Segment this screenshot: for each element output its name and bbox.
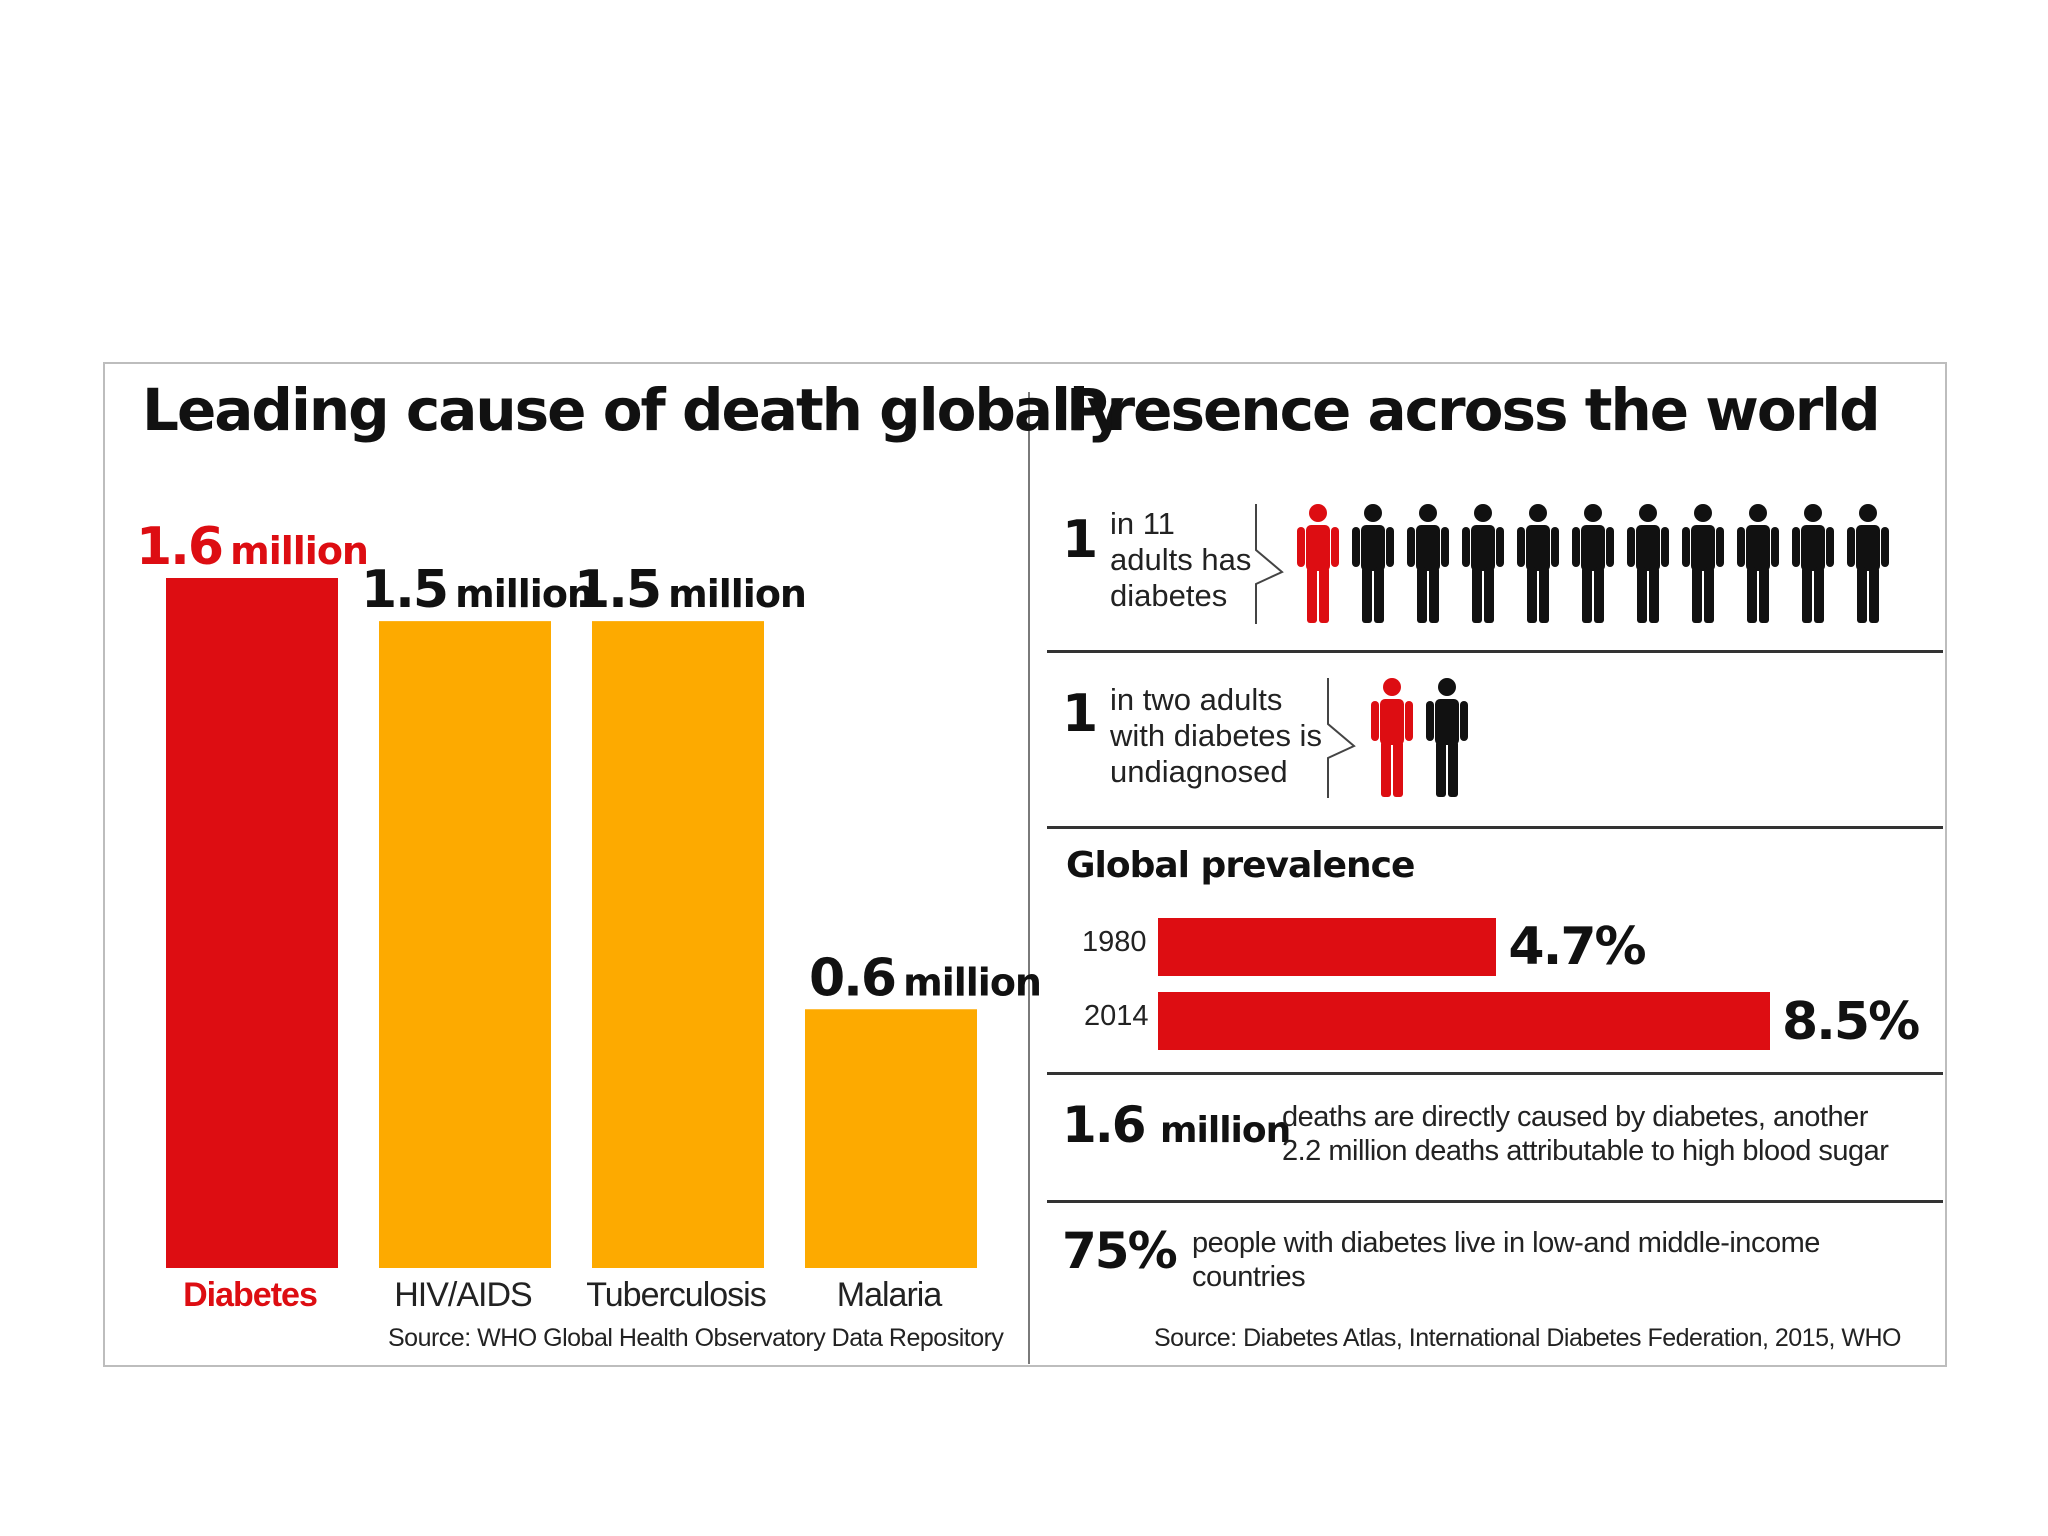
bar-tuberculosis (592, 621, 764, 1268)
prevalence-bar-1980 (1158, 918, 1497, 976)
prevalence-value-1980: 4.7% (1508, 917, 1646, 977)
person-icon (1572, 504, 1614, 623)
stat4-line-1: people with diabetes live in low-and mid… (1192, 1227, 1820, 1259)
category-label-diabetes: Diabetes (183, 1276, 317, 1314)
panel-divider (1028, 392, 1030, 1364)
bar-hiv-aids (379, 621, 551, 1268)
death-cause-bar-chart: 1.6 million Diabetes 1.5 million HIV/AIDS 1.5 m… (136, 517, 1042, 1314)
right-panel-source: Source: Diabetes Atlas, International Di… (1154, 1324, 1901, 1352)
prevalence-year-1980: 1980 (1082, 926, 1147, 958)
prevalence-value-2014: 8.5% (1782, 992, 1920, 1052)
left-panel-title: Leading cause of death globally (142, 376, 1125, 444)
stat4-number: 75% (1062, 1222, 1178, 1280)
stat2-line-3: undiagnosed (1110, 754, 1288, 789)
stat1-line-2: adults has (1110, 542, 1252, 577)
person-icon (1426, 678, 1468, 797)
stat2-number: 1 (1062, 684, 1099, 744)
right-panel-title: Presence across the world (1066, 376, 1881, 444)
left-panel-source: Source: WHO Global Health Observatory Da… (388, 1324, 1004, 1352)
stat1-line-1: in 11 (1110, 506, 1175, 541)
bar-diabetes (166, 578, 338, 1268)
category-label-malaria: Malaria (837, 1276, 943, 1314)
stat4-text: people with diabetes live in low-and mid… (1192, 1226, 1820, 1294)
row-separator-2 (1047, 826, 1943, 829)
value-label-hiv-aids: 1.5 million (361, 560, 593, 620)
person-icon (1517, 504, 1559, 623)
value-label-tuberculosis: 1.5 million (574, 560, 806, 620)
stat3-text: deaths are directly caused by diabetes, … (1282, 1100, 1889, 1168)
stat1-text: in 11 adults has diabetes (1110, 506, 1251, 614)
stat3-value: 1.6 million (1062, 1096, 1291, 1154)
value-label-diabetes: 1.6 million (136, 517, 368, 577)
row-separator-1 (1047, 650, 1943, 653)
person-icon (1682, 504, 1724, 623)
prevalence-year-2014: 2014 (1084, 1000, 1149, 1032)
person-icon (1627, 504, 1669, 623)
stat1-bracket (1255, 504, 1284, 624)
stat4-line-2: countries (1192, 1261, 1306, 1293)
prevalence-bar-2014 (1158, 992, 1770, 1050)
person-icon (1352, 504, 1394, 623)
person-icon (1847, 504, 1889, 623)
stat2-text: in two adults with diabetes is undiagnos… (1110, 682, 1322, 790)
row-separator-4 (1047, 1200, 1943, 1203)
row-separator-3 (1047, 1072, 1943, 1075)
person-icon (1792, 504, 1834, 623)
person-icon (1297, 504, 1339, 623)
stat3-line-1: deaths are directly caused by diabetes, … (1282, 1101, 1868, 1133)
stat2-line-2: with diabetes is (1110, 718, 1322, 753)
stat1-line-3: diabetes (1110, 578, 1228, 613)
stat3-number: 1.6 (1062, 1096, 1147, 1154)
bar-malaria (805, 1009, 977, 1268)
prevalence-title: Global prevalence (1066, 845, 1415, 886)
stat2-people-row (1368, 677, 1471, 799)
person-icon (1737, 504, 1779, 623)
stat3-unit: million (1160, 1110, 1291, 1151)
category-label-tuberculosis: Tuberculosis (586, 1276, 765, 1314)
person-icon (1462, 504, 1504, 623)
stat1-number: 1 (1062, 510, 1099, 570)
stat2-line-1: in two adults (1110, 682, 1283, 717)
category-label-hiv-aids: HIV/AIDS (394, 1276, 532, 1314)
stat3-line-2: 2.2 million deaths attributable to high … (1282, 1135, 1889, 1167)
stat1-people-row (1294, 503, 1892, 625)
person-icon (1371, 678, 1413, 797)
person-icon (1407, 504, 1449, 623)
value-label-malaria: 0.6 million (809, 948, 1041, 1008)
stat2-bracket (1327, 678, 1356, 798)
